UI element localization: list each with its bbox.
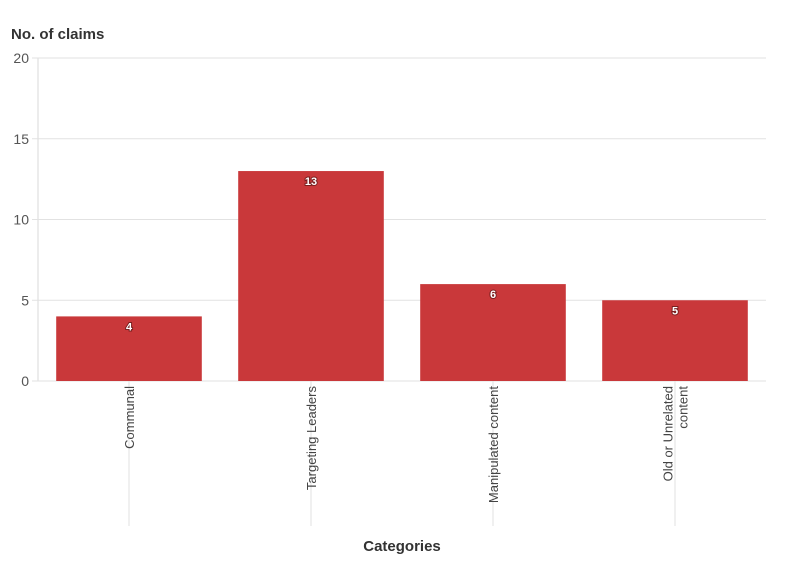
x-tick-label: Manipulated content: [486, 386, 501, 503]
y-tick-label: 5: [21, 292, 29, 308]
y-axis-title: No. of claims: [11, 26, 104, 43]
data-label: 6: [490, 289, 496, 301]
bar: [238, 171, 384, 381]
bar: [56, 316, 202, 381]
x-axis-title: Categories: [363, 538, 441, 555]
data-label: 4: [126, 321, 133, 333]
bar: [602, 300, 748, 381]
data-labels: 4 13 6 5: [125, 175, 679, 334]
x-tick-label: Targeting Leaders: [304, 386, 319, 491]
data-label: 13: [305, 176, 317, 188]
data-label: 5: [672, 305, 678, 317]
y-tick-label: 10: [13, 212, 29, 228]
y-axis-ticks: 0 5 10 15 20: [13, 50, 29, 389]
x-axis-category-labels: Communal Targeting Leaders Manipulated con…: [122, 381, 691, 526]
y-tick-label: 0: [21, 373, 29, 389]
y-tick-label: 20: [13, 50, 29, 66]
bars: [56, 171, 748, 381]
x-tick-label: Communal: [122, 386, 137, 449]
y-tick-label: 15: [13, 131, 29, 147]
x-tick-label: Old or Unrelatedcontent: [661, 386, 691, 482]
bar: [420, 284, 566, 381]
